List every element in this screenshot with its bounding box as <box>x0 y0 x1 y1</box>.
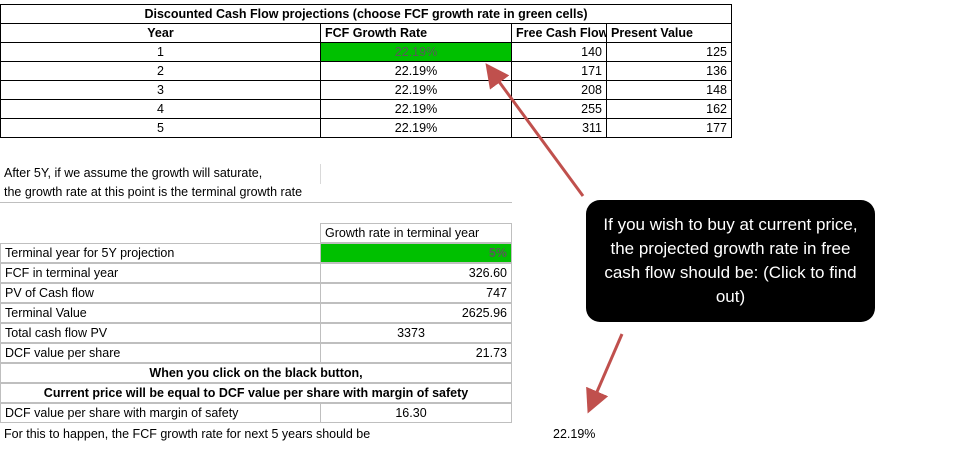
terminal-row-value: 3373 <box>320 323 512 343</box>
find-growth-rate-button-label: If you wish to buy at current price, the… <box>603 215 858 306</box>
arrow-to-growth-rate <box>485 63 585 197</box>
terminal-header: Growth rate in terminal year <box>320 223 512 243</box>
present-value-cell: 177 <box>606 118 732 138</box>
terminal-row-value: 2625.96 <box>320 303 512 323</box>
note-line-1: After 5Y, if we assume the growth will s… <box>0 164 321 184</box>
find-growth-rate-button[interactable]: If you wish to buy at current price, the… <box>586 200 875 322</box>
arrow-to-result <box>586 333 624 414</box>
note-line-2: the growth rate at this point is the ter… <box>0 183 512 203</box>
click-note-1: When you click on the black button, <box>0 363 512 383</box>
click-note-2: Current price will be equal to DCF value… <box>0 383 512 403</box>
terminal-row-value: 326.60 <box>320 263 512 283</box>
result-label: For this to happen, the FCF growth rate … <box>4 427 371 441</box>
mos-value: 16.30 <box>320 403 512 423</box>
terminal-row-value: 747 <box>320 283 512 303</box>
result-growth-rate: 22.19% <box>553 427 596 441</box>
terminal-row-value: 21.73 <box>320 343 512 363</box>
terminal-growth-input-cell[interactable]: 5% <box>320 243 512 263</box>
